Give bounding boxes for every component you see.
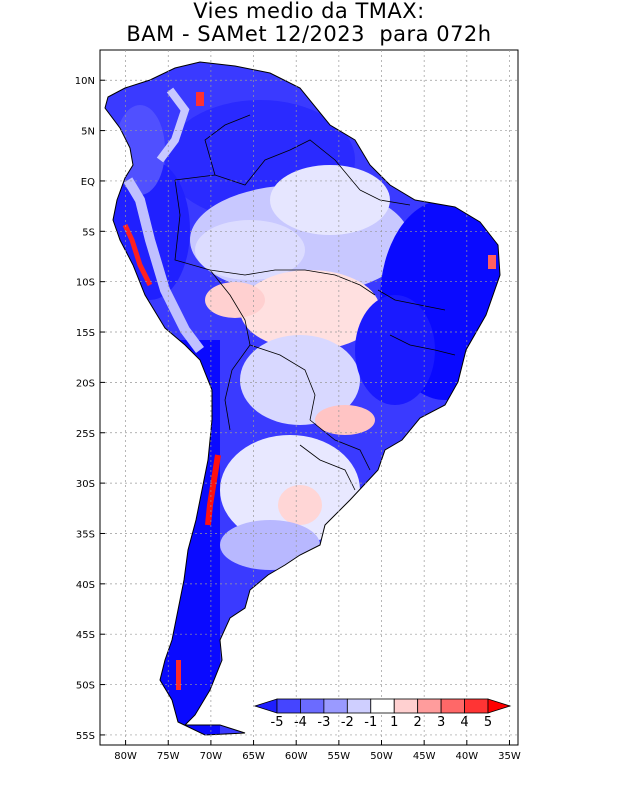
- x-tick-label: 50W: [370, 751, 393, 762]
- colorbar-label: -1: [364, 715, 377, 730]
- hot-spot-venezuela: [196, 92, 204, 106]
- x-tick-label: 35W: [498, 751, 521, 762]
- continent-outline: [104, 61, 501, 736]
- country-borders: [174, 114, 456, 491]
- x-tick-label: 60W: [285, 751, 308, 762]
- border-bolivia: [209, 269, 316, 421]
- x-tick-label: 75W: [157, 751, 180, 762]
- bias-patch-minas-cold: [355, 295, 435, 405]
- colorbar-label: 1: [390, 715, 398, 730]
- y-axis-ticks: 10N 5N EQ 5S 10S 15S 20S 25S 30S 35S 40S 45S 50S 55S: [75, 76, 105, 742]
- y-tick-label: 30S: [76, 479, 95, 490]
- colorbar-label: -5: [271, 715, 284, 730]
- hot-spot-peru: [122, 223, 153, 287]
- colorbar-swatch: [323, 698, 348, 714]
- border-north-amazon: [174, 139, 361, 191]
- colombia-andes-streak: [156, 87, 190, 163]
- y-tick-label: 35S: [76, 529, 95, 540]
- border-brazil-states-2: [389, 334, 456, 356]
- colorbar-label: 3: [437, 715, 445, 730]
- y-tick-label: 40S: [76, 580, 95, 591]
- border-uruguay: [299, 444, 356, 491]
- bias-patch-bolivia-warm: [205, 282, 265, 318]
- title-line-1: Vies medio da TMAX:: [193, 0, 425, 23]
- colorbar-swatch: [370, 698, 395, 714]
- border-brazil-states: [377, 289, 446, 311]
- hot-spot-ne-coast: [488, 255, 496, 269]
- colorbar-swatch: [393, 698, 419, 714]
- border-guianas: [359, 189, 411, 206]
- colorbar-label: -3: [317, 715, 330, 730]
- y-tick-label: 10S: [76, 278, 95, 289]
- x-tick-label: 55W: [328, 751, 351, 762]
- x-tick-label: 40W: [456, 751, 479, 762]
- colorbar-swatch: [440, 698, 465, 714]
- colorbar: -5 -4 -3 -2 -1 1 2 3 4 5: [253, 698, 512, 730]
- x-tick-label: 65W: [242, 751, 265, 762]
- y-tick-label: 15S: [76, 328, 95, 339]
- colorbar-label: 4: [460, 715, 468, 730]
- bias-patch-central-warm: [240, 270, 380, 350]
- x-axis-ticks: 80W 75W 70W 65W 60W 55W 50W 45W 40W 35W: [114, 740, 521, 762]
- bias-patch-buenos-aires: [220, 520, 320, 570]
- map-title: Vies medio da TMAX: BAM - SAMet 12/2023 …: [0, 0, 618, 46]
- andes-light-streak: [123, 177, 204, 353]
- hot-spot-patagonia: [176, 660, 181, 690]
- border-chile-argentina-north: [224, 344, 251, 431]
- x-tick-label: 80W: [114, 751, 137, 762]
- bias-patch-southeast-warm: [315, 405, 375, 435]
- border-brazil-west: [174, 179, 376, 296]
- y-tick-label: 45S: [76, 630, 95, 641]
- colorbar-swatch: [276, 698, 301, 714]
- gridlines: [100, 50, 518, 745]
- colorbar-label: 5: [484, 715, 492, 730]
- title-line-2: BAM - SAMet 12/2023 para 072h: [126, 22, 492, 46]
- y-tick-label: 10N: [75, 76, 95, 87]
- colorbar-label: -2: [341, 715, 354, 730]
- bias-patch-amazon-west: [195, 220, 305, 280]
- colorbar-label: 2: [414, 715, 422, 730]
- y-tick-label: 20S: [76, 378, 95, 389]
- y-tick-label: 25S: [76, 429, 95, 440]
- x-tick-label: 70W: [200, 751, 223, 762]
- colorbar-extend-high: [487, 698, 512, 714]
- colorbar-swatch: [300, 698, 325, 714]
- bias-patch-pampas-warm: [278, 485, 322, 525]
- y-tick-label: 5N: [81, 127, 95, 138]
- colorbar-swatch: [417, 698, 442, 714]
- x-tick-label: 45W: [413, 751, 436, 762]
- border-colombia-venezuela: [204, 114, 251, 176]
- y-tick-label: 50S: [76, 681, 95, 692]
- hot-spot-andes-argentina: [205, 454, 221, 526]
- y-tick-label: 55S: [76, 731, 95, 742]
- y-tick-label: EQ: [81, 177, 95, 188]
- bias-patch-pantanal: [240, 335, 360, 425]
- colorbar-label: -4: [294, 715, 307, 730]
- colorbar-swatch: [464, 698, 489, 714]
- bias-patch-amazon-north: [270, 165, 390, 235]
- y-tick-label: 5S: [82, 227, 95, 238]
- border-paraguay-brazil: [309, 419, 371, 471]
- colorbar-swatch: [346, 698, 372, 714]
